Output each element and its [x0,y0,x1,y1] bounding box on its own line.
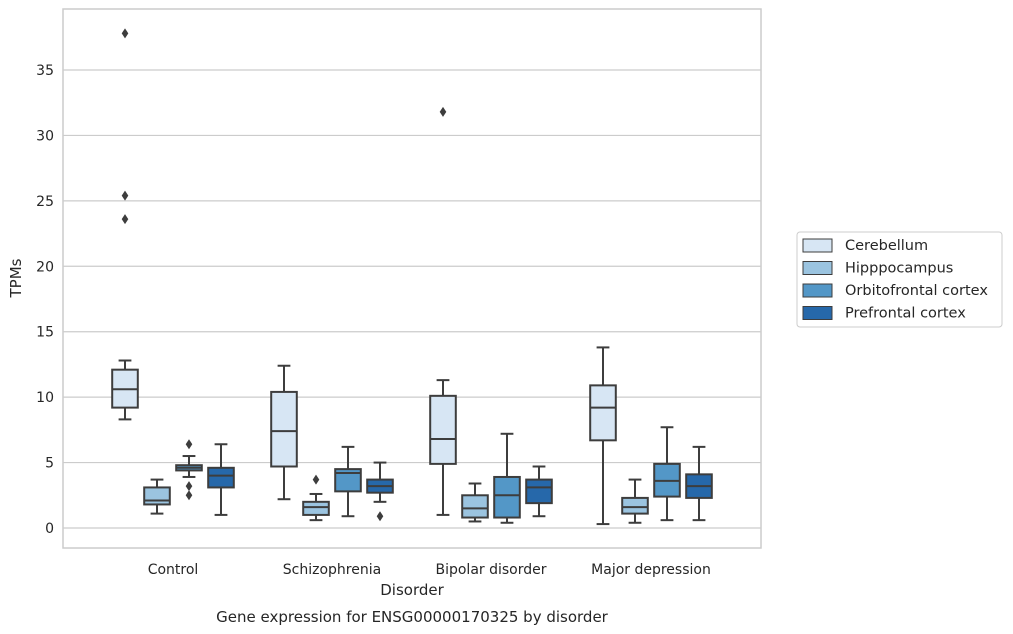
box-iqr [207,466,235,489]
legend-swatch-0 [802,238,833,253]
box-iqr [525,478,553,505]
legend-swatch-3 [802,306,833,320]
x-tick-label-3: Major depression [591,562,711,578]
box-2-3 [525,465,553,518]
x-axis-label: Disorder [380,581,444,599]
box-2-1 [461,482,489,523]
box-iqr [334,468,362,493]
outlier-2 [185,490,193,501]
x-tick-label-2: Bipolar disorder [435,562,546,578]
y-tick-label-15: 15 [36,325,54,341]
box-3-2 [653,426,681,522]
legend-frame [796,231,1003,328]
box-iqr [589,384,617,442]
box-3-1 [621,478,649,524]
chart-title: Gene expression for ENSG00000170325 by d… [216,608,609,626]
box-iqr [302,500,330,516]
box-0-2 [175,439,203,501]
legend-label-0: Cerebellum [845,238,928,254]
outlier-0 [312,474,320,485]
box-3-0 [589,346,617,526]
grid-lines [63,69,761,529]
outlier-2 [121,214,129,225]
legend-swatch-2 [802,283,833,298]
box-1-3 [366,461,394,522]
y-tick-label-25: 25 [36,194,54,210]
outlier-0 [376,511,384,522]
y-axis-ticks: 0 5 10 15 20 25 30 35 [36,63,54,537]
outlier-1 [121,190,129,201]
y-tick-label-10: 10 [36,390,54,406]
legend-swatch-1 [802,261,833,275]
box-0-1 [143,478,171,515]
box-0-3 [207,443,235,516]
x-tick-label-0: Control [148,562,199,578]
box-1-1 [302,474,330,522]
y-tick-label-0: 0 [45,521,54,537]
outlier-0 [439,106,447,117]
y-tick-label-35: 35 [36,63,54,79]
box-2-2 [493,432,521,524]
box-iqr [461,494,489,519]
y-tick-label-30: 30 [36,128,54,144]
legend-label-2: Orbitofrontal cortex [845,283,988,299]
outlier-0 [121,28,129,39]
y-tick-label-5: 5 [45,456,54,472]
legend-label-3: Prefrontal cortex [845,306,966,322]
box-iqr [143,486,171,506]
legend: Cerebellum Hipppocampus Orbitofrontal cort… [796,231,1003,328]
outlier-1 [185,481,193,492]
box-iqr [621,496,649,515]
boxes [111,28,713,526]
box-iqr [493,475,521,519]
x-tick-label-1: Schizophrenia [283,562,381,578]
x-axis-ticks: Control Schizophrenia Bipolar disorder Majo… [148,562,711,578]
outlier-0 [185,439,193,450]
box-iqr [270,390,298,468]
plot-frame [62,8,762,549]
legend-label-1: Hipppocampus [845,261,953,277]
box-1-0 [270,364,298,501]
box-2-0 [429,106,457,516]
y-axis-label: TPMs [7,258,25,298]
box-iqr [429,394,457,465]
y-tick-label-20: 20 [36,259,54,275]
box-3-3 [685,445,713,522]
box-0-0 [111,28,139,421]
box-1-2 [334,445,362,518]
